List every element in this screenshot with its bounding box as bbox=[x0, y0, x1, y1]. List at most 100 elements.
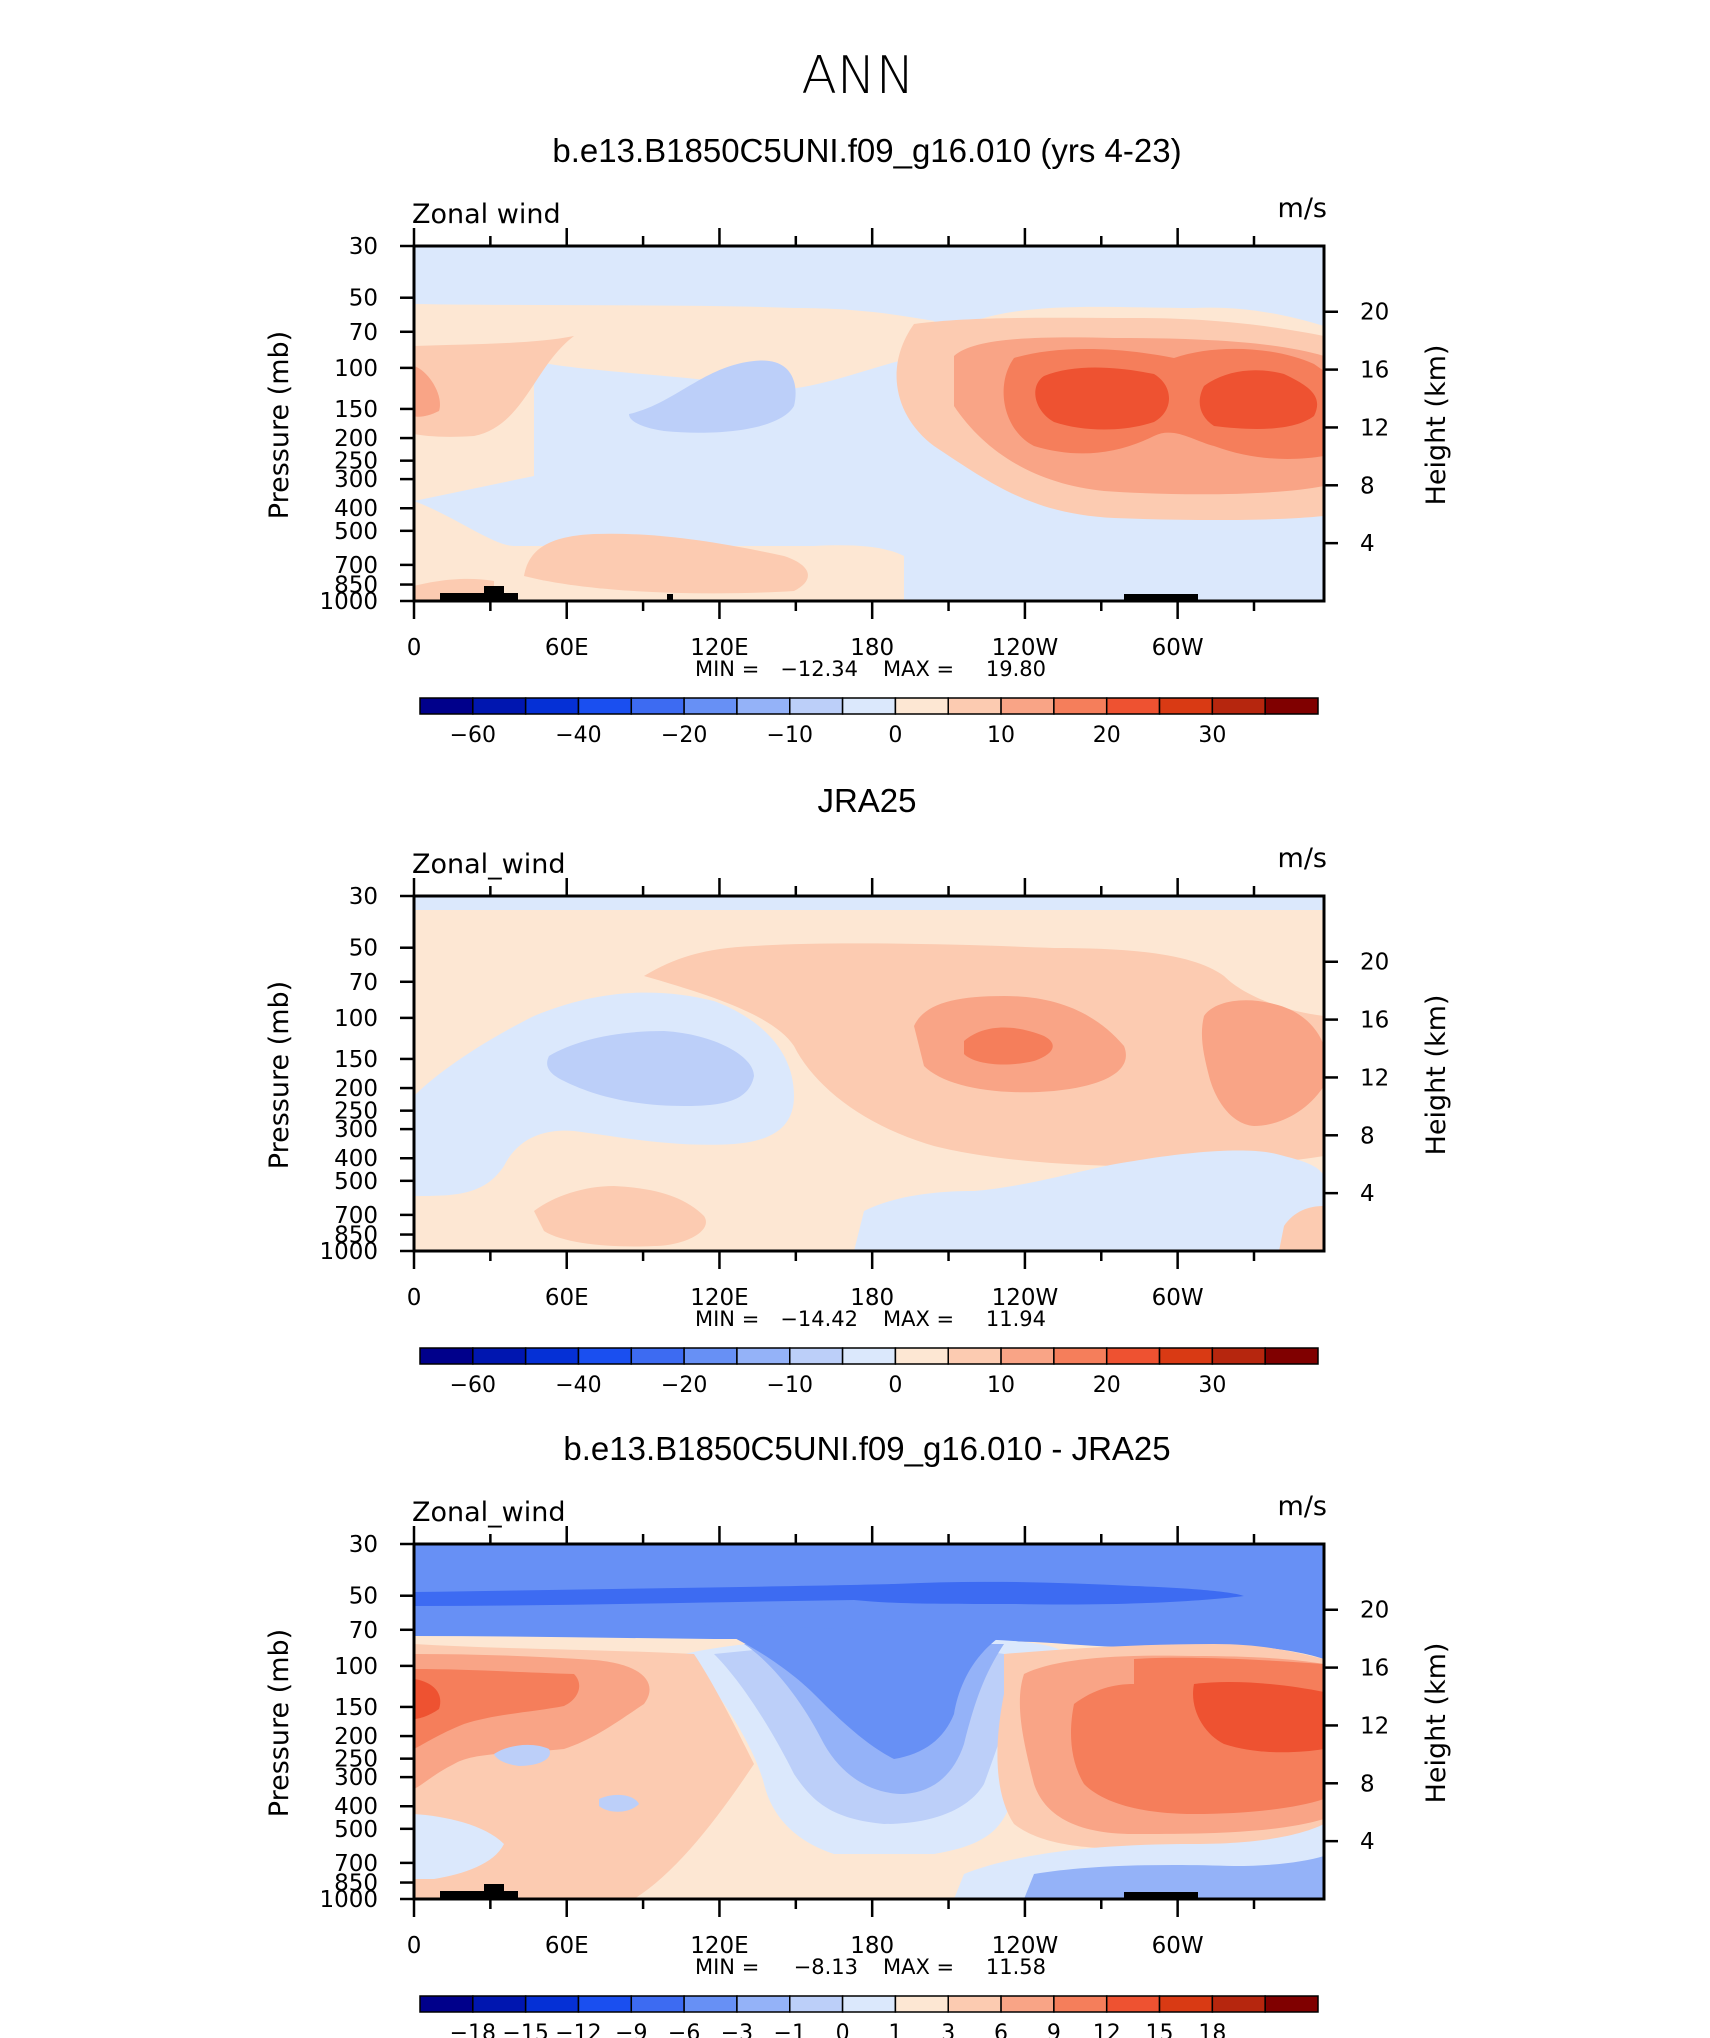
colorbar-swatch bbox=[472, 1995, 527, 2013]
colorbar-swatch bbox=[1211, 1347, 1266, 1365]
x-tick-label: 60W bbox=[1152, 1285, 1204, 1311]
x-tick-label: 180 bbox=[850, 1933, 894, 1959]
colorbar-swatch bbox=[577, 1347, 633, 1365]
max-label: MAX = bbox=[883, 1955, 954, 1979]
colorbar-label: −60 bbox=[450, 723, 496, 748]
y-tick-label: 30 bbox=[349, 884, 378, 910]
colorbar-swatch bbox=[1053, 697, 1108, 715]
colorbar-swatch bbox=[419, 1347, 474, 1365]
colorbar-label: 20 bbox=[1093, 1373, 1121, 1398]
colorbar-swatch bbox=[1158, 1347, 1214, 1365]
min-label: MIN = bbox=[695, 1307, 759, 1331]
min-max: MIN = −8.13 MAX = 11.58 bbox=[695, 1955, 1046, 1979]
x-tick-label: 0 bbox=[407, 1285, 422, 1311]
contour-field bbox=[414, 896, 1324, 1251]
colorbar-swatch bbox=[683, 1995, 738, 2013]
y-tick-label: 850 bbox=[334, 1223, 378, 1249]
contour-lower-5 bbox=[524, 533, 808, 594]
plot-frame bbox=[412, 894, 1326, 1253]
colorbar-swatch bbox=[577, 697, 633, 715]
height-tick-label: 4 bbox=[1360, 531, 1375, 557]
contour-top-easterly bbox=[414, 896, 1324, 910]
colorbar-label: −10 bbox=[767, 723, 813, 748]
y-tick-label: 200 bbox=[334, 1076, 378, 1102]
contour-neg-east-lower bbox=[854, 1150, 1324, 1251]
colorbar-label: −40 bbox=[555, 723, 601, 748]
height-tick-label: 20 bbox=[1360, 1598, 1389, 1624]
colorbar-swatch bbox=[841, 697, 897, 715]
colorbar-swatch bbox=[1158, 697, 1214, 715]
contour-neg-west-5 bbox=[547, 1031, 754, 1106]
min-label: MIN = bbox=[695, 657, 759, 681]
colorbar-swatch bbox=[841, 1995, 897, 2013]
height-tick-label: 4 bbox=[1360, 1181, 1375, 1207]
colorbar-label: 15 bbox=[1146, 2021, 1174, 2038]
contour-west-pos6 bbox=[414, 1669, 580, 1749]
colorbar-swatch bbox=[419, 697, 474, 715]
min-max: MIN = −14.42 MAX = 11.94 bbox=[695, 1307, 1046, 1331]
x-ticks: 0 60E 120E 180 120W 60W bbox=[407, 228, 1256, 661]
x-tick-label: 120W bbox=[992, 1285, 1059, 1311]
y-tick-label: 100 bbox=[334, 1654, 378, 1680]
colorbar-label: 18 bbox=[1198, 2021, 1226, 2038]
colorbar-swatch bbox=[1211, 697, 1266, 715]
max-label: MAX = bbox=[883, 1307, 954, 1331]
units-label: m/s bbox=[1278, 1491, 1327, 1522]
topography-andes bbox=[1124, 594, 1198, 601]
height-tick-label: 8 bbox=[1360, 473, 1375, 499]
y-tick-label: 700 bbox=[334, 1203, 378, 1229]
max-label: MAX = bbox=[883, 657, 954, 681]
y-tick-label: 250 bbox=[334, 1747, 378, 1773]
y-tick-label: 1000 bbox=[319, 1887, 378, 1913]
height-tick-label: 20 bbox=[1360, 300, 1389, 326]
contour-strat-bulge bbox=[414, 910, 1324, 926]
contour-jet-left-core bbox=[414, 366, 440, 417]
min-value: −12.34 bbox=[780, 657, 858, 681]
colorbar-label: 1 bbox=[888, 2021, 902, 2038]
contour-easterly-neg5 bbox=[629, 360, 796, 433]
y-axis-right-label: Height (km) bbox=[1421, 1643, 1452, 1804]
min-label: MIN = bbox=[695, 1955, 759, 1979]
colorbar-swatch bbox=[1158, 1995, 1214, 2013]
contour-jet-right-20 bbox=[1035, 367, 1318, 430]
colorbar: −60 −40 −20 −10 0 10 20 30 bbox=[419, 697, 1319, 748]
colorbar-label: −6 bbox=[668, 2021, 700, 2038]
colorbar-label: −9 bbox=[615, 2021, 647, 2038]
y-tick-label: 400 bbox=[334, 1794, 378, 1820]
y-axis-label: Pressure (mb) bbox=[264, 981, 295, 1169]
topography-africa bbox=[440, 1891, 518, 1899]
colorbar-label: 3 bbox=[941, 2021, 955, 2038]
colorbar-label: −40 bbox=[555, 1373, 601, 1398]
figure-title: ANN bbox=[801, 46, 914, 106]
y-tick-label: 100 bbox=[334, 1006, 378, 1032]
y-axis-label: Pressure (mb) bbox=[264, 331, 295, 519]
height-tick-label: 20 bbox=[1360, 950, 1389, 976]
colorbar-label: 20 bbox=[1093, 723, 1121, 748]
height-tick-label: 12 bbox=[1360, 415, 1389, 441]
topography-small bbox=[667, 594, 673, 601]
contour-east-neg-lower3 bbox=[1024, 1856, 1324, 1899]
colorbar-swatch bbox=[419, 1995, 474, 2013]
colorbar-swatch bbox=[1105, 1347, 1161, 1365]
colorbar-swatch bbox=[1105, 1995, 1161, 2013]
colorbar-label: 6 bbox=[994, 2021, 1008, 2038]
colorbar-swatch bbox=[736, 1347, 791, 1365]
colorbar-label: 30 bbox=[1198, 1373, 1226, 1398]
units-label: m/s bbox=[1278, 193, 1327, 224]
colorbar-label: −18 bbox=[450, 2021, 496, 2038]
x-tick-label: 180 bbox=[850, 635, 894, 661]
y-tick-label: 500 bbox=[334, 519, 378, 545]
colorbar-swatch bbox=[1264, 1347, 1319, 1365]
contour-field bbox=[414, 246, 1324, 601]
x-ticks: 0 60E 120E 180 120W 60W bbox=[407, 878, 1256, 1311]
contour-surface-lower bbox=[534, 1186, 706, 1247]
colorbar-swatch bbox=[577, 1995, 633, 2013]
y-tick-label: 70 bbox=[349, 1618, 378, 1644]
colorbar-label: 12 bbox=[1093, 2021, 1121, 2038]
max-value: 11.94 bbox=[986, 1307, 1046, 1331]
y-tick-label: 700 bbox=[334, 553, 378, 579]
colorbar-swatch bbox=[1000, 697, 1055, 715]
colorbar-swatch bbox=[789, 1347, 844, 1365]
panel-title: JRA25 bbox=[817, 782, 916, 819]
